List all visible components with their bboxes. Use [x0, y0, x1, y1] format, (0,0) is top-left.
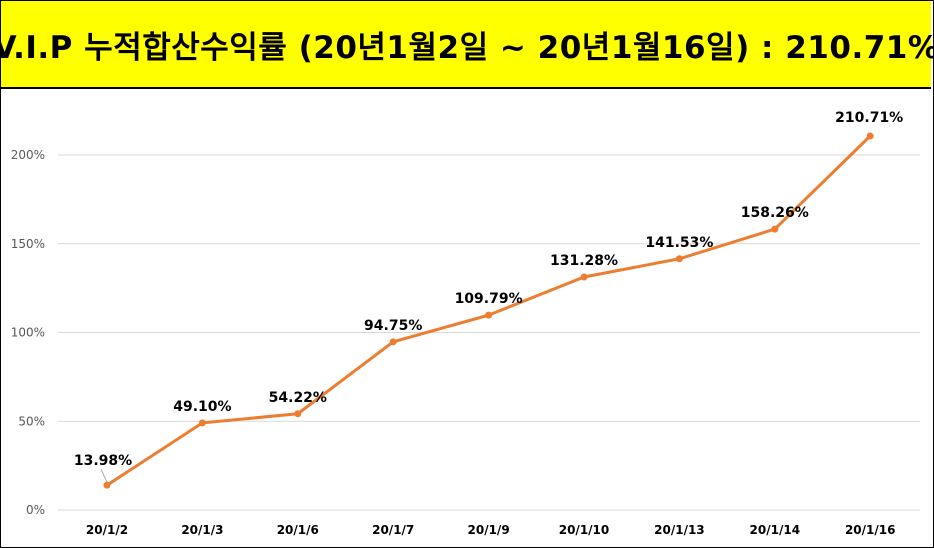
data-point	[198, 419, 206, 427]
data-label: 210.71%	[835, 110, 903, 126]
data-labels: 13.98% 49.10% 54.22% 94.75% 109.79% 131.28% 14…	[74, 110, 903, 483]
y-tick-label: 100%	[11, 326, 45, 340]
data-point	[103, 481, 111, 489]
data-points	[103, 132, 874, 489]
series-line-group	[106, 134, 872, 487]
data-label: 141.53%	[645, 235, 713, 251]
data-label: 131.28%	[550, 253, 618, 269]
x-tick-label: 20/1/7	[372, 523, 414, 537]
y-tick-label: 0%	[26, 503, 45, 517]
data-label: 49.10%	[173, 399, 231, 415]
y-tick-label: 50%	[18, 414, 45, 428]
data-point	[675, 255, 683, 263]
title-banner: V.I.P 누적합산수익률 (20년1월2일 ~ 20년1월16일) : 210…	[0, 1, 934, 89]
x-tick-label: 20/1/2	[86, 523, 128, 537]
x-tick-label: 20/1/13	[654, 523, 705, 537]
y-tick-label: 200%	[11, 148, 45, 162]
data-point	[294, 410, 302, 418]
y-axis-ticks: 0% 50% 100% 150% 200%	[11, 148, 45, 517]
chart-title: V.I.P 누적합산수익률 (20년1월2일 ~ 20년1월16일) : 210…	[0, 29, 934, 66]
x-tick-label: 20/1/6	[277, 523, 319, 537]
x-tick-label: 20/1/10	[559, 523, 610, 537]
data-point	[866, 132, 874, 140]
data-label: 109.79%	[455, 291, 523, 307]
data-point	[771, 225, 779, 233]
data-label: 158.26%	[741, 205, 809, 221]
data-label-leader	[100, 468, 108, 483]
y-tick-label: 150%	[11, 237, 45, 251]
data-label: 94.75%	[364, 318, 422, 334]
series-line	[106, 134, 872, 487]
data-label: 54.22%	[269, 390, 327, 406]
data-point	[485, 311, 493, 319]
x-tick-label: 20/1/9	[468, 523, 510, 537]
x-tick-label: 20/1/3	[181, 523, 223, 537]
line-chart: 0%50%100%150%200% 20/1/2 20/1/3 20/1/6 20/1…	[11, 110, 920, 537]
data-point	[580, 273, 588, 281]
data-label: 13.98%	[74, 453, 132, 469]
data-point	[389, 338, 397, 346]
x-tick-label: 20/1/14	[750, 523, 801, 537]
x-axis-ticks: 20/1/2 20/1/3 20/1/6 20/1/7 20/1/9 20/1/10 20/…	[86, 523, 896, 537]
x-tick-label: 20/1/16	[845, 523, 896, 537]
